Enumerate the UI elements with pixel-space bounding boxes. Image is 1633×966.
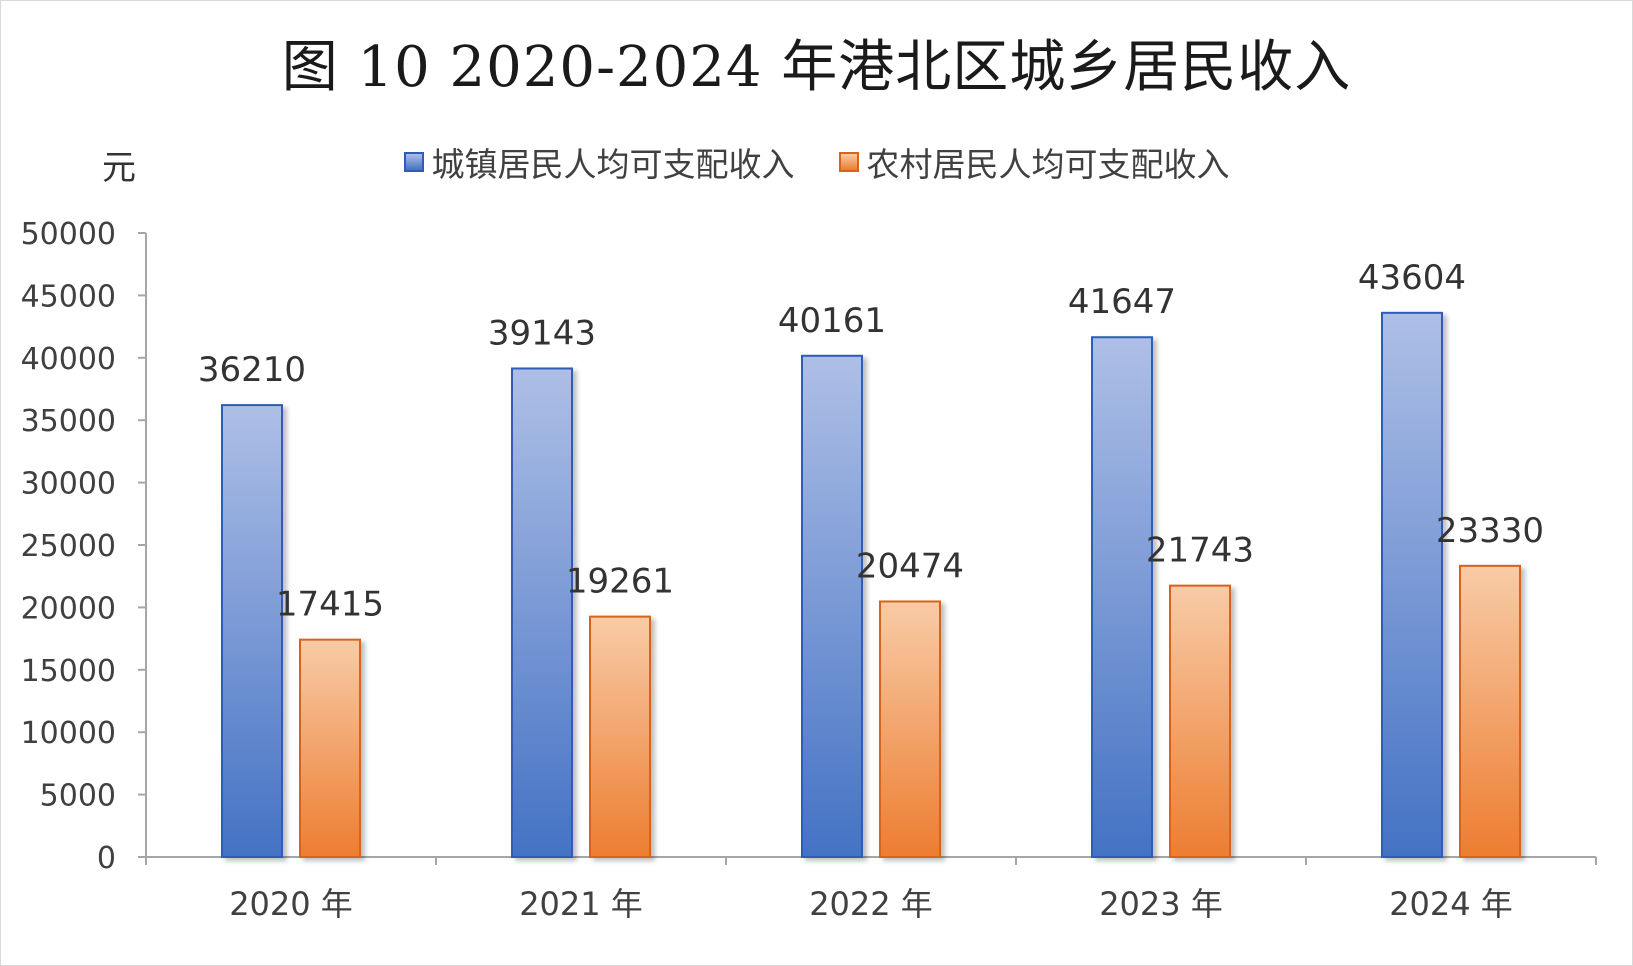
data-label-rural: 20474 bbox=[856, 546, 964, 586]
legend-swatch-rural bbox=[838, 152, 859, 172]
y-tick-label: 45000 bbox=[21, 279, 116, 314]
bar-urban bbox=[221, 404, 283, 858]
data-label-rural: 17415 bbox=[276, 585, 384, 625]
bar-urban bbox=[1091, 336, 1153, 859]
y-tick-label: 30000 bbox=[21, 467, 116, 502]
bar-urban bbox=[1381, 311, 1443, 858]
bar-rural bbox=[1169, 584, 1231, 858]
x-category-label: 2022 年 bbox=[809, 885, 933, 923]
data-label-urban: 39143 bbox=[488, 313, 596, 353]
bars-group bbox=[221, 311, 1521, 859]
bar-rural bbox=[1459, 564, 1521, 858]
legend-item-rural: 农村居民人均可支配收入 bbox=[838, 138, 1230, 186]
data-label-rural: 23330 bbox=[1436, 511, 1544, 551]
y-tick-label: 35000 bbox=[21, 404, 116, 439]
y-tick-label: 20000 bbox=[21, 591, 116, 626]
bar-rural bbox=[589, 615, 651, 859]
y-tick-label: 0 bbox=[97, 841, 116, 876]
data-label-rural: 19261 bbox=[566, 562, 674, 602]
y-tick-label: 15000 bbox=[21, 654, 116, 689]
chart-legend: 城镇居民人均可支配收入 农村居民人均可支配收入 bbox=[0, 138, 1633, 186]
data-label-urban: 43604 bbox=[1358, 258, 1466, 298]
x-category-label: 2024 年 bbox=[1389, 885, 1513, 923]
data-label-urban: 41647 bbox=[1068, 282, 1176, 322]
y-tick-label: 25000 bbox=[21, 529, 116, 564]
legend-item-urban: 城镇居民人均可支配收入 bbox=[403, 138, 795, 186]
x-category-label: 2023 年 bbox=[1099, 885, 1223, 923]
bar-urban bbox=[511, 367, 573, 858]
chart-title: 图 10 2020-2024 年港北区城乡居民收入 bbox=[281, 35, 1352, 100]
data-label-rural: 21743 bbox=[1146, 531, 1254, 571]
legend-label-rural: 农村居民人均可支配收入 bbox=[866, 145, 1230, 184]
y-tick-label: 5000 bbox=[40, 779, 116, 814]
legend-swatch-urban bbox=[403, 152, 424, 172]
y-tick-label: 10000 bbox=[21, 716, 116, 751]
data-label-urban: 36210 bbox=[198, 350, 306, 390]
x-category-label: 2020 年 bbox=[229, 885, 353, 923]
data-label-urban: 40161 bbox=[778, 301, 886, 341]
legend-label-urban: 城镇居民人均可支配收入 bbox=[431, 145, 795, 184]
y-axis-unit-label: 元 bbox=[102, 148, 136, 188]
bar-urban bbox=[801, 354, 863, 858]
labels-group: 2020 年 36210 17415 2021 年 39143 19261 2022 年 40… bbox=[198, 258, 1544, 923]
bar-rural bbox=[299, 638, 361, 859]
y-tick-label: 40000 bbox=[21, 342, 116, 377]
axes-group: 0 5000 10000 15000 20000 25000 30000 35000 40000… bbox=[21, 217, 1597, 876]
x-category-label: 2021 年 bbox=[519, 885, 643, 923]
bar-rural bbox=[879, 600, 941, 859]
y-tick-label: 50000 bbox=[21, 217, 116, 252]
